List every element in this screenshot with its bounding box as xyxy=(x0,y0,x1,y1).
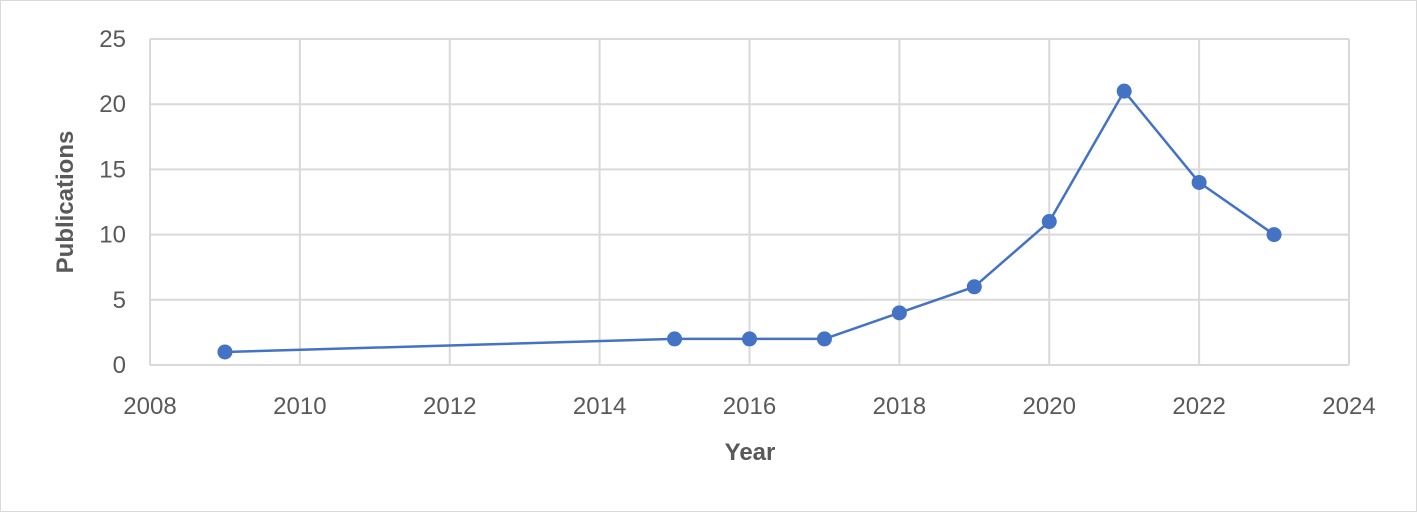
data-point-2018 xyxy=(891,305,907,321)
data-point-2020 xyxy=(1041,214,1057,230)
x-tick-label-2012: 2012 xyxy=(423,393,476,420)
gridlines xyxy=(149,38,1350,366)
series-group xyxy=(217,83,1282,360)
data-point-2017 xyxy=(816,331,832,347)
y-tick-label-0: 0 xyxy=(113,352,126,379)
data-point-2016 xyxy=(742,331,757,347)
x-tick-label-2022: 2022 xyxy=(1172,393,1225,420)
x-tick-label-2020: 2020 xyxy=(1023,393,1076,420)
x-tick-label-2008: 2008 xyxy=(123,393,176,420)
x-tick-label-2010: 2010 xyxy=(273,393,326,420)
x-tick-label-2018: 2018 xyxy=(873,393,926,420)
y-tick-label-20: 20 xyxy=(99,91,126,118)
series-line-0 xyxy=(224,89,1275,354)
data-point-2021 xyxy=(1116,83,1132,99)
data-point-2023 xyxy=(1266,227,1282,243)
x-axis-title: Year xyxy=(725,439,776,466)
x-tick-labels: 2008 2010 2012 2014 2016 2018 2020 2022 2024 xyxy=(123,393,1375,420)
data-point-2015 xyxy=(667,331,683,347)
y-tick-label-25: 25 xyxy=(99,26,126,53)
y-tick-label-15: 15 xyxy=(99,156,126,183)
y-axis-title: Publications xyxy=(52,131,79,274)
x-tick-label-2014: 2014 xyxy=(573,393,626,420)
x-tick-label-2016: 2016 xyxy=(723,393,776,420)
data-point-2019 xyxy=(966,279,982,295)
data-point-2009 xyxy=(217,344,233,360)
data-point-2022 xyxy=(1191,174,1207,190)
y-tick-label-10: 10 xyxy=(99,222,126,249)
y-tick-labels: 0 5 10 15 20 25 xyxy=(99,26,126,379)
x-tick-label-2024: 2024 xyxy=(1322,393,1375,420)
y-tick-label-5: 5 xyxy=(113,287,126,314)
